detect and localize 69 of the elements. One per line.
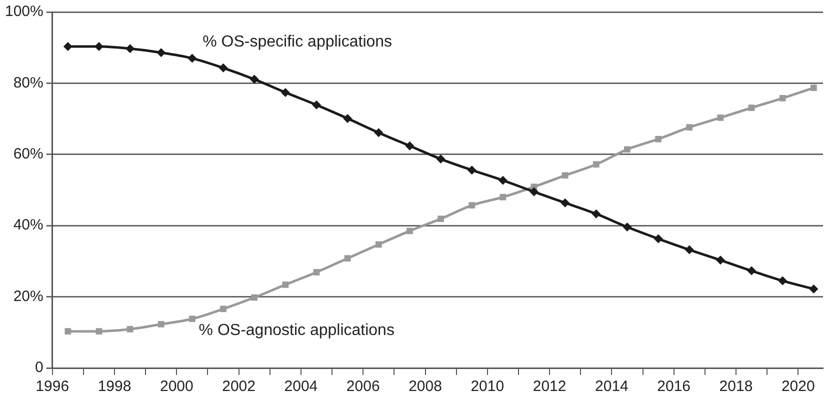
point [530, 187, 539, 196]
point [498, 176, 508, 185]
x-tick-label: 1998 [98, 378, 132, 396]
point [779, 94, 786, 102]
x-tick-label: 2018 [719, 378, 753, 396]
point [778, 276, 788, 286]
series-label: % OS-specific applications [202, 34, 392, 51]
point [405, 141, 414, 150]
point [717, 114, 724, 121]
point [500, 194, 506, 200]
point [282, 282, 289, 288]
x-tick-label: 2002 [222, 378, 256, 396]
point [624, 146, 630, 153]
point [747, 266, 756, 276]
point [312, 100, 321, 110]
point [810, 84, 817, 92]
x-tick-label: 2000 [160, 378, 194, 396]
point [654, 234, 663, 244]
point [438, 216, 444, 222]
point [250, 74, 259, 84]
point [406, 228, 413, 234]
x-tick-label: 2008 [408, 378, 442, 396]
point [468, 202, 476, 208]
point [592, 161, 600, 168]
point [189, 316, 196, 322]
y-tick-label: 80% [13, 74, 44, 92]
point [96, 328, 102, 335]
x-tick-label: 1996 [36, 378, 70, 396]
point [560, 198, 570, 208]
point [218, 63, 228, 72]
point [280, 88, 290, 97]
point [344, 255, 351, 262]
point [156, 48, 166, 58]
series-label: % OS-agnostic applications [198, 322, 394, 340]
point [126, 326, 134, 332]
point [655, 136, 662, 142]
point [64, 328, 72, 335]
point [622, 222, 632, 232]
y-tick-label: 40% [13, 216, 44, 234]
point [63, 42, 72, 52]
point [220, 306, 226, 312]
x-tick-label: 2016 [657, 378, 691, 396]
point [686, 124, 693, 131]
point [748, 104, 755, 111]
point [343, 114, 352, 123]
point [375, 241, 382, 248]
point [158, 321, 164, 328]
point [126, 44, 135, 54]
point [562, 172, 568, 179]
point [313, 269, 320, 276]
point [251, 294, 258, 301]
point [188, 54, 197, 63]
x-tick-label: 2006 [346, 378, 380, 396]
x-tick-label: 2004 [284, 378, 318, 396]
point [716, 256, 725, 265]
point [374, 128, 384, 138]
y-tick-label: 0 [35, 359, 44, 376]
point [592, 209, 601, 218]
point [684, 245, 694, 254]
point [809, 284, 818, 294]
y-tick-label: 100% [4, 3, 44, 20]
x-tick-label: 2010 [470, 378, 504, 396]
y-tick-label: 60% [13, 146, 44, 163]
point [467, 166, 476, 175]
x-tick-label: 2012 [532, 378, 566, 396]
x-tick-label: 2020 [781, 378, 815, 396]
point [436, 154, 446, 164]
x-tick-label: 2014 [595, 378, 628, 396]
y-tick-label: 20% [13, 288, 44, 305]
